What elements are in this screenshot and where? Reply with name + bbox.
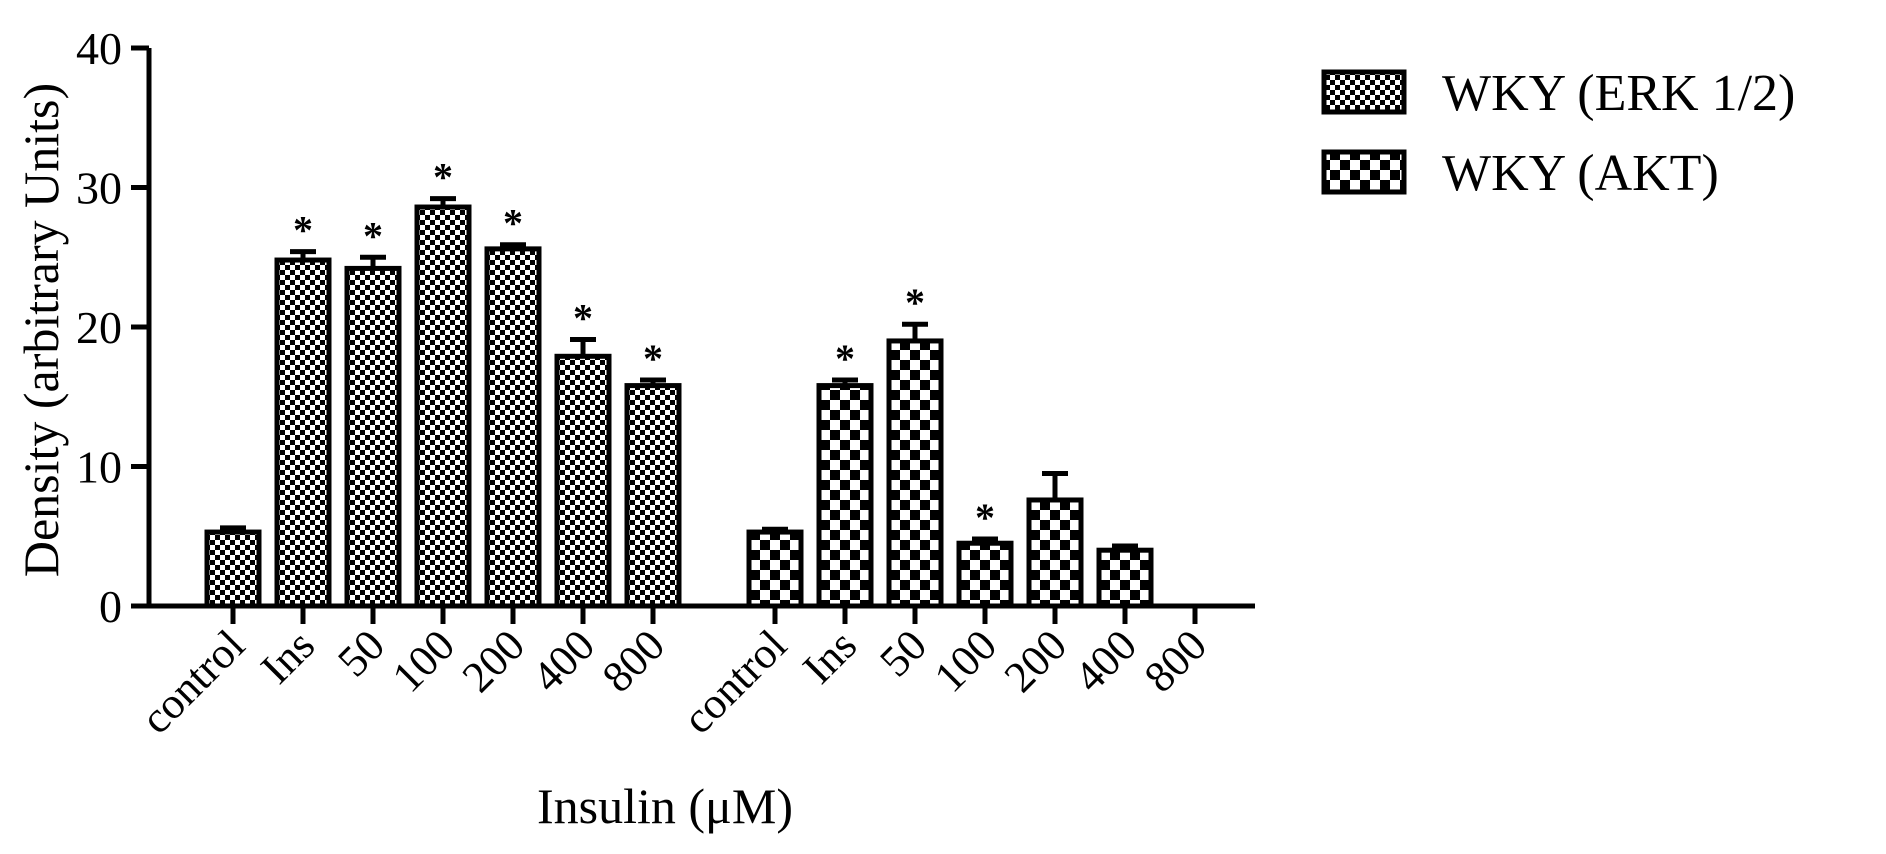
bar-g1-200: [1026, 497, 1084, 609]
category-label-g1-50: 50: [870, 620, 936, 686]
bar-g0-50: [344, 265, 402, 609]
bar-g0-800: [624, 383, 682, 609]
y-axis-ticks: 0 10 20 30 40: [76, 23, 149, 632]
error-bar-g1-50: [902, 321, 928, 341]
category-label-g0-100: 100: [383, 620, 464, 701]
significance-star-g1-Ins: *: [835, 336, 855, 381]
bar-g1-Ins: [816, 383, 874, 609]
error-bar-g1-100: [972, 536, 998, 544]
error-bar-g0-400: [570, 337, 596, 357]
significance-markers: * * * * * * * * *: [293, 155, 995, 540]
bar-g0-400: [554, 353, 612, 609]
significance-star-g0-400: *: [573, 296, 593, 341]
category-label-g1-control: control: [673, 620, 796, 743]
error-bar-g0-50: [360, 254, 386, 269]
category-label-g0-control: control: [131, 620, 254, 743]
bar-g1-50: [886, 338, 944, 609]
significance-star-g0-Ins: *: [293, 208, 313, 253]
error-bar-g0-800: [640, 377, 666, 386]
bar-g0-Ins: [274, 257, 332, 609]
category-label-g0-800: 800: [593, 620, 674, 701]
error-bar-g1-control: [762, 526, 788, 533]
category-label-g0-Ins: Ins: [251, 620, 324, 693]
y-tick-label-10: 10: [76, 442, 122, 493]
y-axis-title: Density (arbitrary Units): [13, 83, 69, 577]
legend-label-akt: WKY (AKT): [1442, 145, 1719, 202]
category-label-g0-400: 400: [523, 620, 604, 701]
bar-g0-200: [484, 246, 542, 609]
bar-g1-400: [1096, 547, 1154, 609]
category-label-g0-200: 200: [453, 620, 534, 701]
bar-g0-control: [204, 529, 262, 609]
category-label-g1-100: 100: [925, 620, 1006, 701]
bar-g0-100: [414, 204, 472, 609]
category-label-g1-200: 200: [995, 620, 1076, 701]
legend-swatch-erk: [1321, 69, 1407, 115]
category-label-g1-400: 400: [1065, 620, 1146, 701]
error-bar-g1-400: [1112, 543, 1138, 551]
bars: [204, 204, 1154, 609]
significance-star-g0-100: *: [433, 155, 453, 200]
significance-star-g0-200: *: [503, 201, 523, 246]
error-bar-g0-200: [500, 242, 526, 249]
legend-label-erk: WKY (ERK 1/2): [1442, 65, 1795, 122]
significance-star-g0-50: *: [363, 213, 383, 258]
y-tick-label-40: 40: [76, 23, 122, 74]
legend: WKY (ERK 1/2) WKY (AKT): [1321, 65, 1795, 202]
bar-g1-control: [746, 529, 804, 609]
significance-star-g1-100: *: [975, 495, 995, 540]
error-bars: [220, 196, 1138, 551]
error-bar-g0-100: [430, 196, 456, 208]
category-label-g1-800: 800: [1135, 620, 1216, 701]
significance-star-g1-50: *: [905, 280, 925, 325]
category-label-g0-50: 50: [328, 620, 394, 686]
legend-swatch-akt: [1321, 149, 1407, 195]
error-bar-g1-Ins: [832, 377, 858, 386]
y-tick-label-0: 0: [99, 581, 122, 632]
significance-star-g0-800: *: [643, 336, 663, 381]
y-tick-label-30: 30: [76, 163, 122, 214]
x-axis-title: Insulin (μM): [537, 778, 793, 834]
category-label-g1-Ins: Ins: [793, 620, 866, 693]
y-tick-label-20: 20: [76, 302, 122, 353]
error-bar-g1-200: [1042, 470, 1068, 500]
bar-g1-100: [956, 540, 1014, 609]
x-axis-ticks: [230, 606, 1198, 624]
error-bar-g0-Ins: [290, 249, 316, 261]
error-bar-g0-control: [220, 525, 246, 533]
